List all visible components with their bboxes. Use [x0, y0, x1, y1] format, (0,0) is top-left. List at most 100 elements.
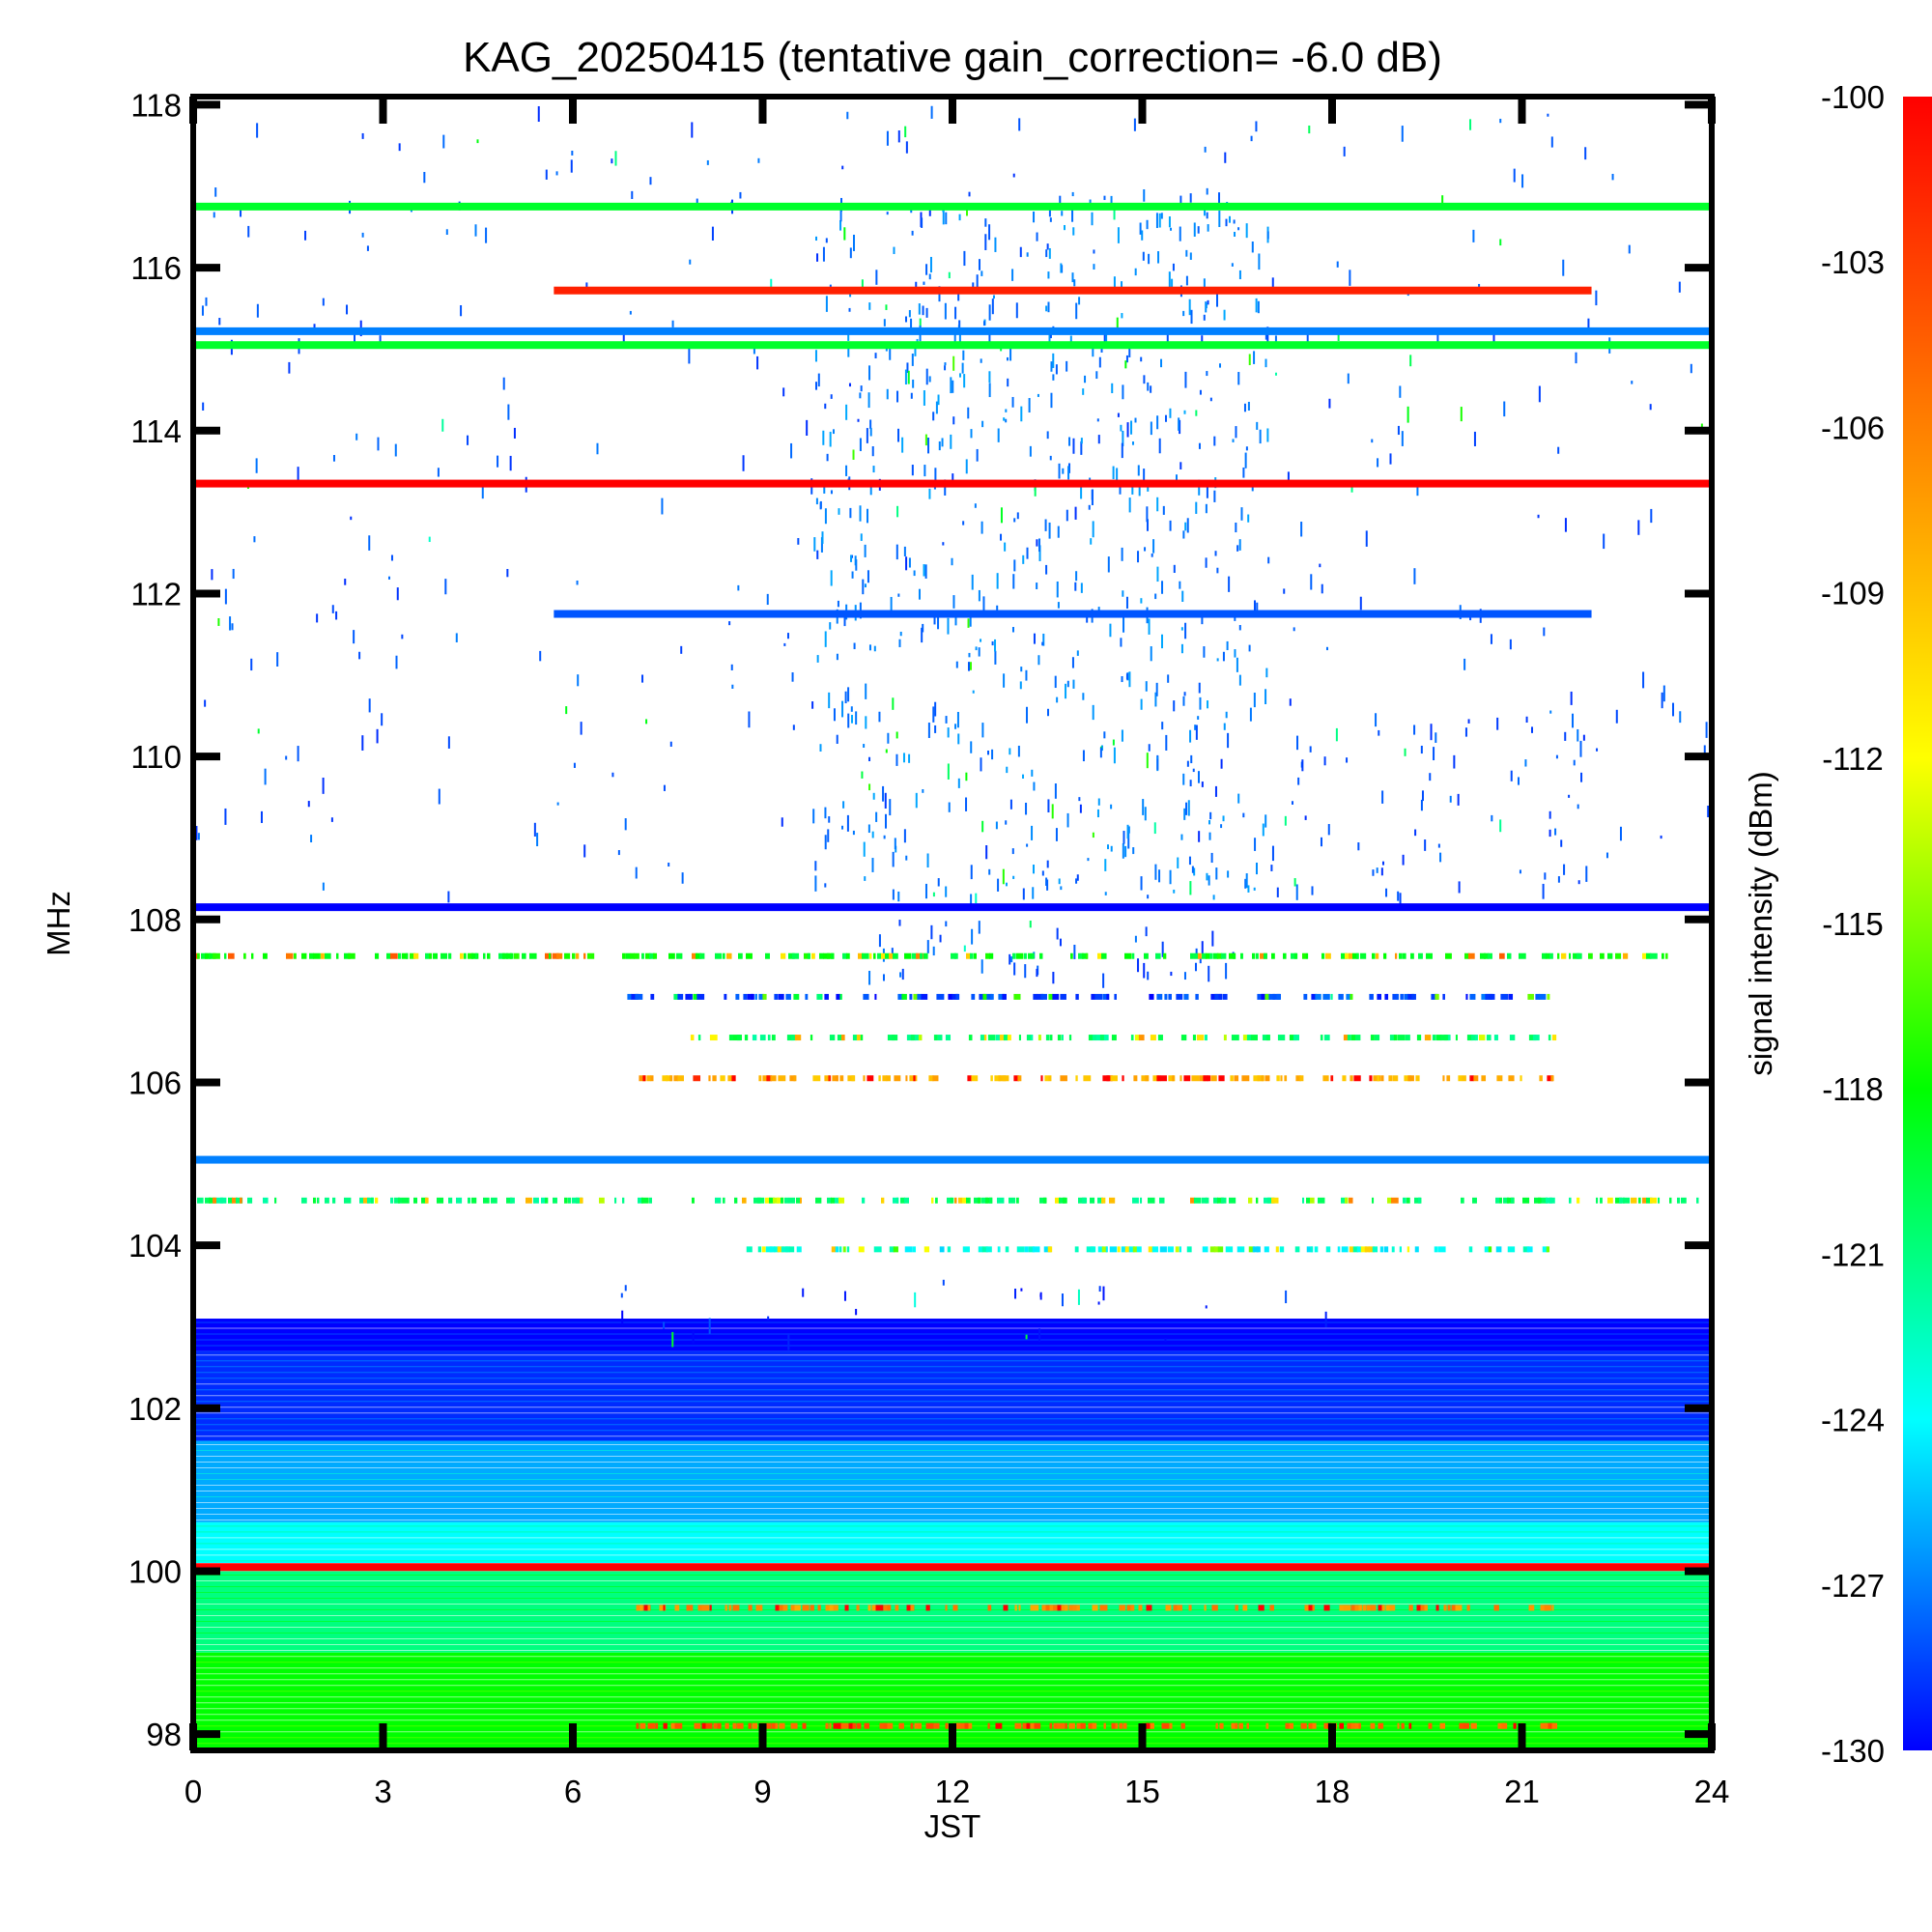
activity-stroke: [1254, 838, 1257, 851]
activity-stroke: [954, 306, 957, 320]
y-tick-label: 98: [146, 1717, 182, 1752]
activity-stroke: [1048, 210, 1051, 217]
signal-segment: [1484, 952, 1490, 959]
signal-segment: [759, 1035, 766, 1041]
signal-segment: [1202, 1246, 1208, 1253]
signal-segment: [933, 1035, 938, 1041]
activity-stroke: [871, 831, 874, 838]
activity-stroke: [860, 385, 863, 392]
signal-segment: [779, 1722, 785, 1729]
signal-segment: [1044, 1075, 1049, 1082]
activity-stroke: [996, 573, 999, 589]
activity-stroke: [1046, 243, 1049, 250]
signal-segment: [1341, 952, 1348, 959]
activity-stroke: [1121, 675, 1123, 683]
activity-stroke: [1550, 136, 1553, 148]
signal-segment: [912, 952, 919, 959]
activity-stroke: [1554, 828, 1557, 836]
signal-segment: [825, 1722, 829, 1729]
signal-segment: [936, 993, 945, 1000]
activity-stroke: [1050, 392, 1053, 409]
activity-stroke: [1490, 634, 1492, 644]
activity-stroke: [1414, 829, 1417, 837]
activity-stroke: [927, 723, 930, 738]
signal-segment: [824, 1075, 830, 1082]
activity-stroke: [1300, 522, 1303, 537]
signal-segment: [1231, 1035, 1239, 1041]
activity-stroke: [197, 833, 200, 840]
activity-stroke: [872, 792, 875, 800]
activity-stroke: [933, 615, 936, 625]
signal-segment: [1235, 1722, 1238, 1729]
activity-stroke: [1052, 353, 1055, 368]
activity-stroke: [1284, 815, 1287, 826]
activity-stroke: [1703, 745, 1706, 758]
signal-segment: [1345, 952, 1350, 959]
activity-stroke: [1126, 422, 1129, 438]
activity-stroke: [824, 807, 827, 819]
activity-stroke: [1076, 650, 1079, 656]
activity-stroke: [1071, 191, 1074, 197]
signal-segment: [1569, 1197, 1572, 1204]
signal-segment: [1366, 1605, 1374, 1611]
activity-stroke: [1190, 754, 1193, 764]
activity-stroke: [1572, 713, 1575, 728]
signal-segment: [1257, 1075, 1264, 1082]
signal-segment: [622, 952, 626, 959]
activity-stroke: [1036, 539, 1038, 547]
activity-stroke: [968, 191, 971, 197]
activity-stroke: [353, 328, 355, 344]
activity-stroke: [1297, 777, 1300, 785]
activity-stroke: [905, 855, 908, 861]
activity-stroke: [1587, 318, 1590, 330]
signal-segment: [1037, 993, 1044, 1000]
activity-stroke: [1161, 722, 1164, 730]
activity-stroke: [1242, 467, 1245, 478]
activity-stroke: [971, 574, 974, 590]
colorbar-tick-label: -109: [1821, 576, 1885, 611]
signal-segment: [1043, 1197, 1047, 1204]
signal-segment: [900, 1197, 905, 1204]
activity-stroke: [756, 355, 759, 370]
signal-segment: [989, 1197, 993, 1204]
activity-stroke: [825, 296, 828, 312]
x-axis-label: JST: [924, 1808, 981, 1844]
activity-stroke: [924, 564, 927, 579]
continuous-signal: [193, 1563, 1712, 1572]
activity-stroke: [331, 605, 334, 613]
signal-segment: [325, 952, 331, 959]
signal-segment: [1461, 1197, 1464, 1204]
signal-segment: [685, 993, 691, 1000]
activity-stroke: [1499, 819, 1502, 833]
activity-stroke: [1119, 485, 1122, 495]
activity-stroke: [358, 651, 361, 660]
activity-stroke: [1401, 126, 1404, 142]
signal-segment: [1623, 1197, 1631, 1204]
activity-stroke: [980, 639, 982, 642]
signal-segment: [1199, 1075, 1207, 1082]
signal-segment: [1407, 1075, 1414, 1082]
signal-segment: [804, 952, 810, 959]
signal-segment: [1122, 1722, 1127, 1729]
continuous-signal: [193, 202, 1712, 211]
activity-stroke: [898, 639, 901, 647]
activity-stroke: [1195, 962, 1198, 972]
activity-stroke: [353, 630, 355, 644]
signal-segment: [968, 1722, 973, 1729]
signal-segment: [659, 1605, 667, 1611]
signal-segment: [728, 1035, 733, 1041]
activity-stroke: [1015, 302, 1018, 319]
signal-segment: [1156, 993, 1163, 1000]
activity-stroke: [1231, 263, 1234, 267]
activity-stroke: [1256, 602, 1259, 616]
activity-stroke: [211, 569, 213, 581]
activity-stroke: [688, 348, 691, 364]
activity-stroke: [787, 1334, 790, 1350]
activity-stroke: [865, 683, 867, 699]
continuous-signal: [193, 479, 1712, 488]
signal-segment: [677, 993, 684, 1000]
activity-stroke: [1157, 251, 1160, 264]
signal-segment: [668, 952, 675, 959]
activity-stroke: [854, 555, 857, 566]
activity-stroke: [1253, 887, 1256, 891]
